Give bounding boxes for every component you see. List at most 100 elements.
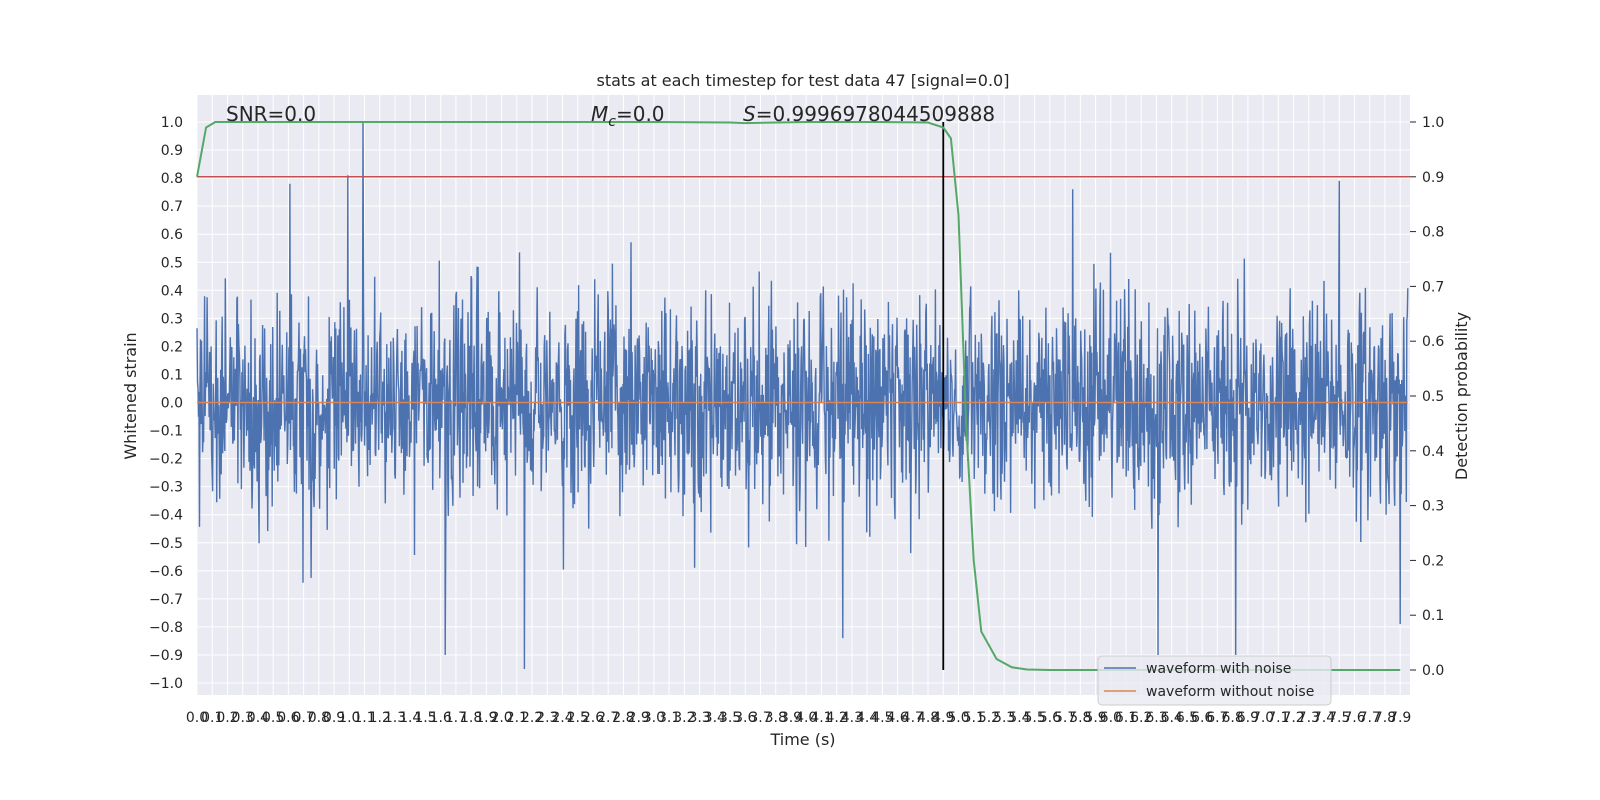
x-tick-label: 2.4 [551,710,573,726]
x-tick-label: 2.0 [490,710,512,726]
y-left-tick-label: 0.0 [161,396,183,412]
x-tick-label: 3.0 [643,710,665,726]
x-tick-label: 0.4 [247,710,269,726]
annotation-s: S=0.9996978044509888 [743,102,995,126]
y-left-tick-label: −0.8 [149,620,183,636]
x-tick-label: 1.7 [445,710,467,726]
x-tick-label: 0.3 [232,710,254,726]
legend-label-noise: waveform with noise [1146,661,1291,677]
y-right-tick-label: 0.0 [1422,663,1444,679]
annotation-mc-symbol: M [591,102,608,126]
x-tick-label: 7.2 [1282,710,1304,726]
x-tick-label: 5.6 [1039,710,1061,726]
x-tick-label: 5.9 [1084,710,1106,726]
x-tick-label: 4.0 [795,710,817,726]
x-tick-label: 2.7 [597,710,619,726]
y-left-tick-label: −0.1 [149,424,183,440]
x-tick-label: 1.4 [399,710,421,726]
x-tick-label: 0.9 [323,710,345,726]
x-tick-label: 7.5 [1328,710,1350,726]
x-tick-label: 2.1 [506,710,528,726]
x-tick-label: 6.8 [1222,710,1244,726]
x-tick-label: 3.4 [704,710,726,726]
x-tick-label: 6.1 [1115,710,1137,726]
annotation-mc-value: =0.0 [616,102,665,126]
x-tick-label: 6.9 [1237,710,1259,726]
x-tick-label: 4.7 [902,710,924,726]
x-tick-label: 2.6 [582,710,604,726]
x-tick-label: 2.9 [628,710,650,726]
x-tick-label: 5.2 [978,710,1000,726]
y-right-tick-label: 0.9 [1422,170,1444,186]
x-tick-label: 5.5 [1024,710,1046,726]
y-right-tick-label: 0.7 [1422,279,1444,295]
x-tick-label: 2.2 [521,710,543,726]
y-right-tick-label: 0.1 [1422,608,1444,624]
y-right-tick-label: 0.4 [1422,444,1444,460]
legend-box [1097,655,1332,706]
x-axis-label: Time (s) [769,730,835,749]
x-tick-label: 6.0 [1100,710,1122,726]
x-tick-label: 7.8 [1374,710,1396,726]
y-left-tick-label: −0.4 [149,508,183,524]
annotation-s-symbol: S [743,102,756,126]
annotation-mc-subscript: c [608,114,616,130]
x-tick-label: 0.6 [277,710,299,726]
x-tick-label: 7.7 [1359,710,1381,726]
x-tick-label: 7.6 [1343,710,1365,726]
x-tick-label: 4.6 [886,710,908,726]
y-right-tick-label: 0.8 [1422,225,1444,241]
y-left-tick-label: 0.6 [161,227,183,243]
annotation-mc: Mc=0.0 [591,102,665,130]
series-detection-probability [196,121,1401,671]
y-left-tick-label: 0.3 [161,311,183,327]
x-tick-label: 5.7 [1054,710,1076,726]
x-tick-label: 3.7 [749,710,771,726]
x-tick-label: 7.3 [1298,710,1320,726]
x-tick-label: 3.5 [719,710,741,726]
x-tick-label: 6.6 [1191,710,1213,726]
y-left-tick-label: −1.0 [149,676,183,692]
x-tick-label: 1.9 [475,710,497,726]
y-right-tick-label: 0.2 [1422,553,1444,569]
y-axis-left-ticks: −1.0 −0.9 −0.8 −0.7 −0.6 −0.5 −0.4 −0.3 −0.2 −0.1… [149,115,183,692]
x-tick-label: 1.8 [460,710,482,726]
y-right-tick-label: 0.5 [1422,389,1444,405]
legend: waveform with noise waveform without noi… [1097,655,1332,706]
x-axis-ticks: 0.00.10.20.30.40.50.60.70.80.91.01.11.21… [186,710,1411,726]
y-axis-right-ticks: 0.0 0.1 0.2 0.3 0.4 0.5 0.6 0.7 0.8 0.9 1.0 [1410,115,1444,679]
x-tick-label: 2.3 [536,710,558,726]
x-tick-label: 4.1 [810,710,832,726]
x-tick-label: 5.3 [993,710,1015,726]
y-left-tick-label: 0.2 [161,339,183,355]
y-axis-right-label: Detection probability [1452,312,1471,480]
x-tick-label: 0.2 [216,710,238,726]
x-tick-label: 0.0 [186,710,208,726]
x-tick-label: 4.9 [932,710,954,726]
y-left-tick-label: −0.6 [149,564,183,580]
x-tick-label: 6.4 [1161,710,1183,726]
x-tick-label: 4.5 [871,710,893,726]
x-tick-label: 0.5 [262,710,284,726]
y-left-tick-label: 0.7 [161,199,183,215]
x-tick-label: 7.4 [1313,710,1335,726]
y-left-tick-label: −0.2 [149,452,183,468]
y-axis-left-label: Whitened strain [121,332,140,459]
y-left-tick-label: 0.5 [161,255,183,271]
x-tick-label: 3.8 [765,710,787,726]
x-tick-label: 0.1 [201,710,223,726]
x-tick-label: 3.3 [688,710,710,726]
x-tick-label: 7.9 [1389,710,1411,726]
x-tick-label: 4.4 [856,710,878,726]
x-tick-label: 3.1 [658,710,680,726]
x-tick-label: 5.1 [963,710,985,726]
x-tick-label: 0.7 [292,710,314,726]
y-left-tick-label: 0.9 [161,143,183,159]
x-tick-label: 3.9 [780,710,802,726]
x-tick-label: 1.1 [353,710,375,726]
annotation-s-value: =0.9996978044509888 [756,102,995,126]
y-left-tick-label: 0.1 [161,367,183,383]
series-waveform-with-noise [196,121,1409,670]
x-tick-label: 6.7 [1206,710,1228,726]
